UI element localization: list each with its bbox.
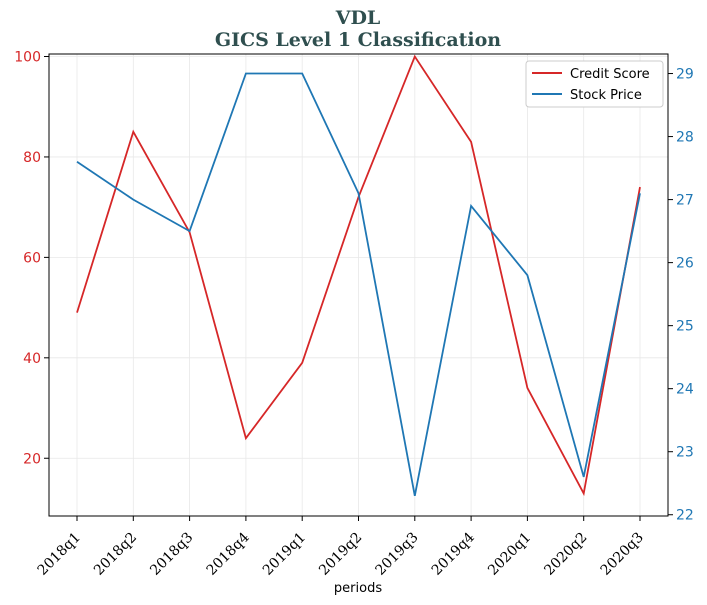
left-tick-label: 40 — [23, 351, 41, 367]
grid — [49, 54, 668, 516]
legend-label-credit-score: Credit Score — [570, 67, 650, 82]
left-tick-label: 20 — [23, 451, 41, 467]
x-tick-label: 2019q1 — [260, 530, 309, 579]
right-tick-label: 24 — [676, 382, 694, 398]
x-axis-label: periods — [334, 581, 382, 596]
right-tick-label: 22 — [676, 508, 694, 524]
x-axis: 2018q1 2018q2 2018q3 2018q4 2019q1 2019q2 2019… — [35, 516, 647, 579]
series-line-stock-price — [76, 72, 641, 496]
x-tick-label: 2018q1 — [35, 530, 84, 579]
left-y-axis: 20 40 60 80 100 — [14, 50, 49, 467]
right-y-axis: 22 23 24 25 26 27 28 29 — [668, 67, 694, 524]
x-tick-label: 2019q4 — [429, 529, 478, 578]
x-tick-label: 2020q1 — [485, 530, 534, 579]
x-tick-label: 2019q2 — [316, 530, 365, 579]
right-tick-label: 23 — [676, 445, 694, 461]
x-tick-label: 2020q3 — [598, 530, 647, 579]
chart-subtitle: GICS Level 1 Classification — [215, 29, 501, 51]
chart-title: VDL — [335, 7, 381, 29]
x-tick-label: 2019q3 — [372, 530, 421, 579]
series-layer — [76, 54, 641, 497]
right-tick-label: 27 — [676, 193, 694, 209]
right-tick-label: 29 — [676, 67, 694, 83]
right-tick-label: 25 — [676, 319, 694, 335]
legend: Credit Score Stock Price — [525, 60, 664, 108]
right-tick-label: 26 — [676, 256, 694, 272]
legend-label-stock-price: Stock Price — [570, 88, 642, 103]
left-tick-label: 100 — [14, 50, 41, 66]
right-tick-label: 28 — [676, 130, 694, 146]
left-tick-label: 80 — [23, 150, 41, 166]
x-tick-label: 2018q4 — [204, 529, 253, 578]
x-tick-label: 2018q3 — [147, 530, 196, 579]
left-tick-label: 60 — [23, 250, 41, 266]
x-tick-label: 2020q2 — [541, 530, 590, 579]
x-tick-label: 2018q2 — [91, 530, 140, 579]
